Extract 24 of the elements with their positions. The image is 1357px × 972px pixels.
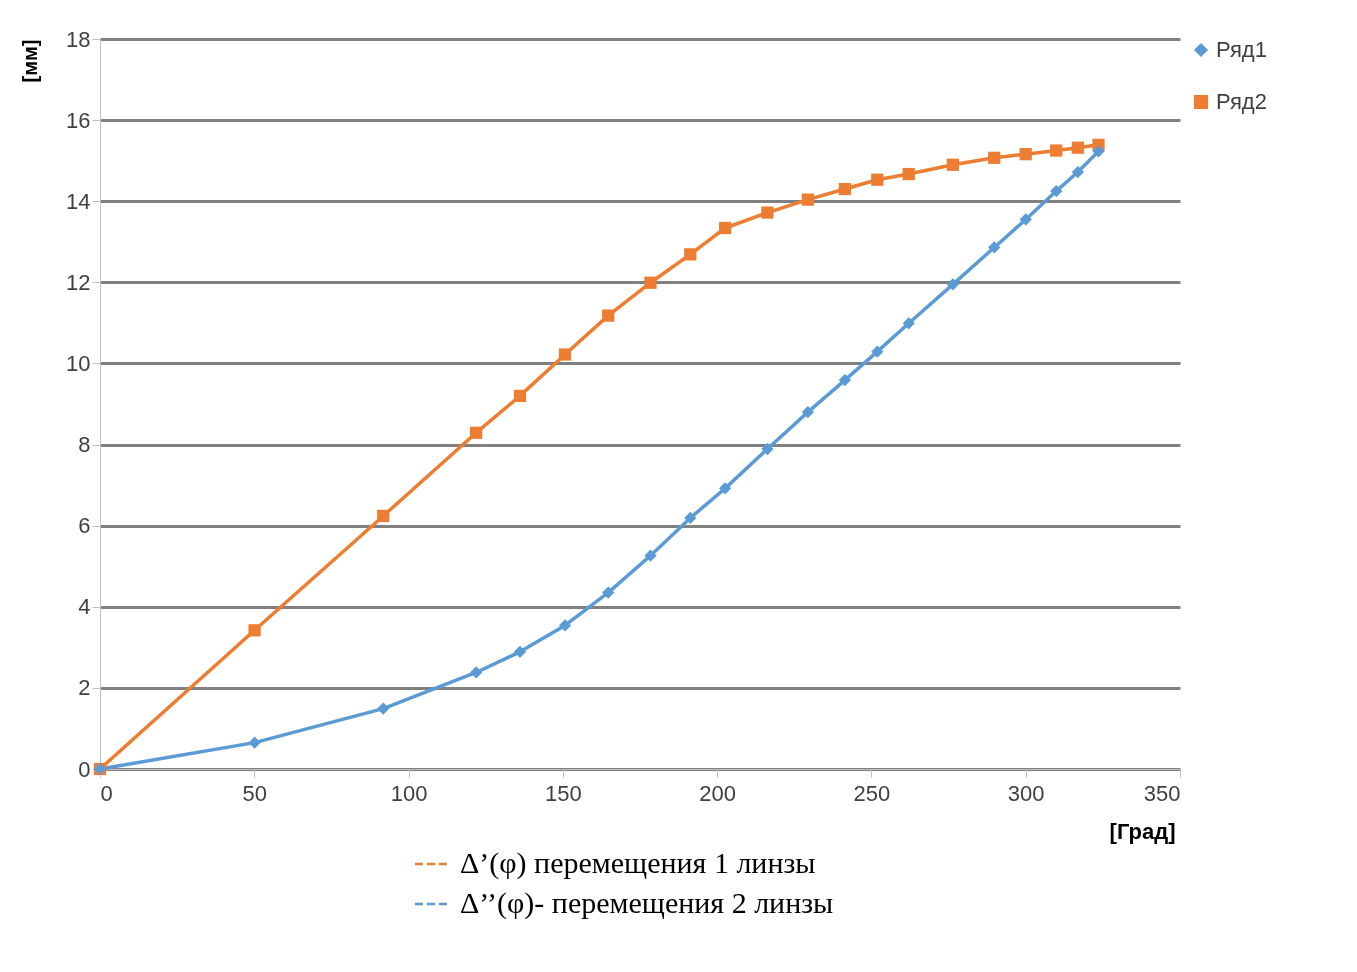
legend-label: Ряд2: [1216, 89, 1267, 114]
x-axis-title: [Град]: [1109, 818, 1176, 844]
text: Δ’’(φ)- перемещения 2 линзы: [460, 886, 834, 920]
y-tick-label: 6: [78, 513, 91, 539]
y-tick-label: 2: [78, 675, 91, 701]
y-tick-label: 16: [66, 107, 91, 133]
x-tick-label: 150: [545, 780, 582, 806]
x-tick-label: 250: [853, 780, 891, 806]
x-tick-label: 0: [100, 780, 113, 806]
y-tick-label: 10: [66, 350, 91, 376]
legend-label: Ряд1: [1216, 37, 1267, 62]
y-tick-label: 4: [78, 594, 91, 620]
x-tick-label: 200: [699, 780, 736, 806]
y-tick-label: 14: [66, 188, 91, 214]
y-tick-label: 12: [66, 269, 91, 295]
text: Δ’(φ) перемещения 1 линзы: [460, 846, 816, 880]
x-tick-label: 50: [242, 780, 268, 806]
x-tick-label: 100: [390, 780, 428, 806]
x-tick-label: 350: [1143, 780, 1181, 806]
x-tick-label: 300: [1007, 780, 1045, 806]
y-tick-label: 0: [78, 756, 91, 782]
y-tick-label: 18: [66, 26, 91, 52]
y-axis-title: [мм]: [18, 39, 41, 83]
y-tick-label: 8: [78, 432, 91, 458]
